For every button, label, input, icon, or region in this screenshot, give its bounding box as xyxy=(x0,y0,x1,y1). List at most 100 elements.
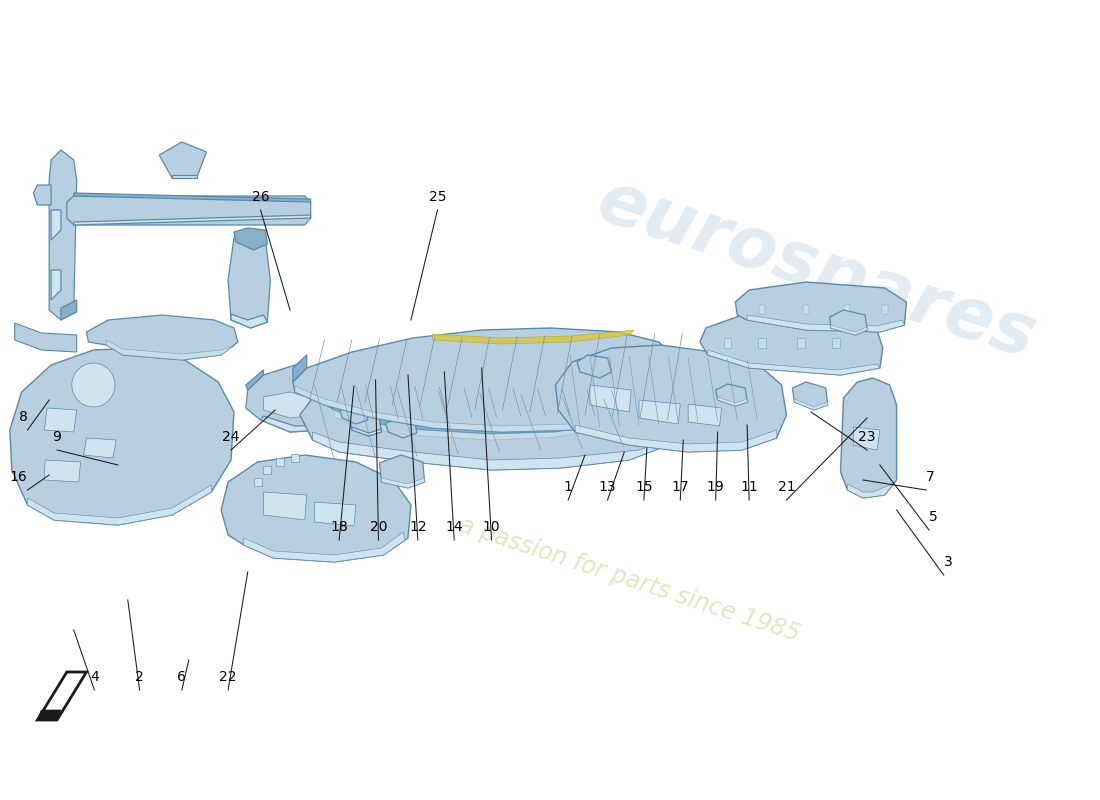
Polygon shape xyxy=(293,328,683,432)
Polygon shape xyxy=(67,196,310,225)
Text: 11: 11 xyxy=(740,480,758,494)
Polygon shape xyxy=(854,427,880,450)
Text: 16: 16 xyxy=(10,470,28,484)
Text: 3: 3 xyxy=(944,555,953,569)
Polygon shape xyxy=(575,425,777,452)
Polygon shape xyxy=(679,355,689,385)
Polygon shape xyxy=(798,338,805,348)
Polygon shape xyxy=(758,338,766,348)
Text: 25: 25 xyxy=(429,190,447,204)
Polygon shape xyxy=(747,315,904,332)
Polygon shape xyxy=(845,305,850,314)
Polygon shape xyxy=(556,345,786,452)
Polygon shape xyxy=(340,404,367,424)
Text: 18: 18 xyxy=(330,520,348,534)
Text: 1: 1 xyxy=(564,480,573,494)
Text: a passion for parts since 1985: a passion for parts since 1985 xyxy=(455,514,803,646)
Text: 19: 19 xyxy=(707,480,725,494)
Polygon shape xyxy=(107,340,234,360)
Polygon shape xyxy=(829,310,867,335)
Text: 2: 2 xyxy=(135,670,144,684)
Text: eurospares: eurospares xyxy=(588,166,1044,374)
Text: 26: 26 xyxy=(252,190,270,204)
Polygon shape xyxy=(432,330,634,344)
Polygon shape xyxy=(264,492,307,520)
Polygon shape xyxy=(51,270,60,300)
Polygon shape xyxy=(300,375,679,470)
Polygon shape xyxy=(261,416,329,432)
Polygon shape xyxy=(350,414,382,436)
Polygon shape xyxy=(379,455,425,488)
Polygon shape xyxy=(244,532,405,562)
Text: 13: 13 xyxy=(598,480,616,494)
Polygon shape xyxy=(50,150,77,320)
Polygon shape xyxy=(60,300,77,320)
Polygon shape xyxy=(14,323,77,352)
Text: 9: 9 xyxy=(53,430,62,444)
Text: 4: 4 xyxy=(90,670,99,684)
Polygon shape xyxy=(74,193,310,202)
Text: 15: 15 xyxy=(635,480,652,494)
Polygon shape xyxy=(28,485,211,525)
Text: 14: 14 xyxy=(446,520,463,534)
Polygon shape xyxy=(578,355,612,378)
Polygon shape xyxy=(324,374,639,434)
Text: 6: 6 xyxy=(177,670,186,684)
Polygon shape xyxy=(830,325,867,335)
Polygon shape xyxy=(334,410,637,440)
Polygon shape xyxy=(352,427,382,436)
Polygon shape xyxy=(231,314,267,328)
Text: 10: 10 xyxy=(483,520,500,534)
Text: 8: 8 xyxy=(19,410,28,424)
Polygon shape xyxy=(590,385,631,412)
Polygon shape xyxy=(245,365,344,432)
Polygon shape xyxy=(840,378,896,498)
Polygon shape xyxy=(84,438,116,458)
Polygon shape xyxy=(382,478,425,488)
Text: 5: 5 xyxy=(930,510,938,524)
Polygon shape xyxy=(234,228,267,250)
Polygon shape xyxy=(385,418,417,438)
Polygon shape xyxy=(44,408,77,432)
Polygon shape xyxy=(172,175,197,178)
Polygon shape xyxy=(221,455,411,562)
Polygon shape xyxy=(689,404,722,426)
Text: 7: 7 xyxy=(926,470,935,484)
Polygon shape xyxy=(312,432,673,470)
Text: 22: 22 xyxy=(219,670,236,684)
Polygon shape xyxy=(254,478,262,486)
Polygon shape xyxy=(37,710,60,720)
Polygon shape xyxy=(832,338,839,348)
Polygon shape xyxy=(33,185,51,205)
Polygon shape xyxy=(794,399,828,410)
Polygon shape xyxy=(639,400,680,424)
Text: 12: 12 xyxy=(409,520,427,534)
Polygon shape xyxy=(72,363,116,407)
Text: 20: 20 xyxy=(370,520,387,534)
Polygon shape xyxy=(717,397,747,406)
Text: 24: 24 xyxy=(222,430,240,444)
Polygon shape xyxy=(315,502,356,526)
Polygon shape xyxy=(245,370,264,390)
Polygon shape xyxy=(803,305,810,314)
Polygon shape xyxy=(700,315,883,375)
Polygon shape xyxy=(707,350,880,375)
Polygon shape xyxy=(334,388,362,405)
Polygon shape xyxy=(735,282,906,332)
Polygon shape xyxy=(44,460,80,482)
Text: 23: 23 xyxy=(858,430,876,444)
Text: 21: 21 xyxy=(778,480,795,494)
Polygon shape xyxy=(759,305,764,314)
Polygon shape xyxy=(295,386,676,432)
Polygon shape xyxy=(228,230,271,328)
Polygon shape xyxy=(74,215,310,225)
Polygon shape xyxy=(724,338,732,348)
Polygon shape xyxy=(10,348,234,525)
Polygon shape xyxy=(87,315,238,360)
Polygon shape xyxy=(276,458,284,466)
Polygon shape xyxy=(264,392,317,418)
Polygon shape xyxy=(160,142,207,178)
Polygon shape xyxy=(882,305,888,314)
Polygon shape xyxy=(847,482,894,498)
Text: 17: 17 xyxy=(671,480,689,494)
